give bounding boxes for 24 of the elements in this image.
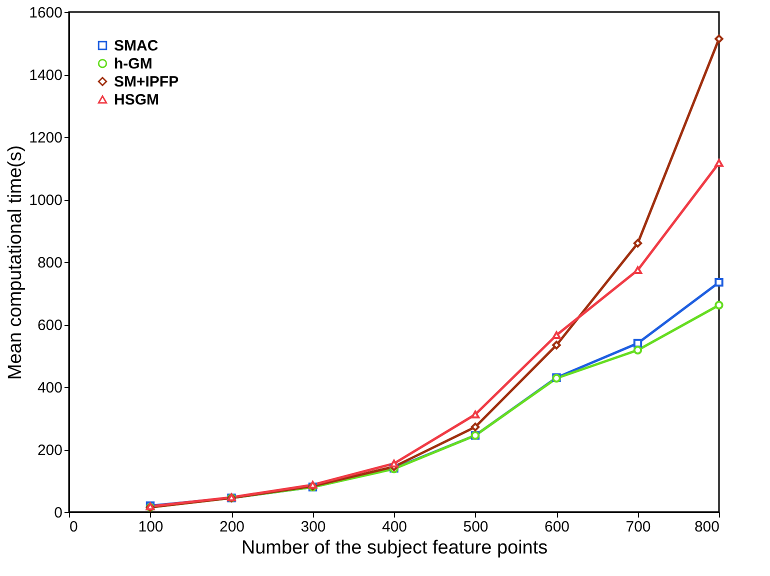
x-tick-label: 800 <box>694 518 720 536</box>
x-tick-label: 600 <box>544 518 570 536</box>
x-tick-label: 200 <box>219 518 245 536</box>
x-tick-label: 0 <box>70 518 78 536</box>
y-tick-label: 1400 <box>29 67 62 84</box>
legend-label: SMAC <box>114 38 158 54</box>
y-tick-label: 800 <box>37 254 62 272</box>
y-axis-title: Mean computational time(s) <box>5 145 26 380</box>
legend-label: HSGM <box>114 92 159 108</box>
x-tick-label: 100 <box>138 518 164 536</box>
x-tick-label: 700 <box>626 518 651 536</box>
y-tick-label: 600 <box>37 317 62 334</box>
legend-label: h-GM <box>114 56 152 72</box>
x-tick-label: 400 <box>382 518 408 536</box>
legend-label: SM+IPFP <box>114 74 179 90</box>
y-tick-label: 0 <box>54 504 62 522</box>
x-tick-label: 500 <box>463 518 488 536</box>
y-tick-label: 200 <box>37 442 62 459</box>
x-tick-label: 300 <box>300 518 326 536</box>
y-tick-label: 1000 <box>29 192 62 209</box>
y-tick-label: 1200 <box>29 130 62 146</box>
y-tick-label: 400 <box>37 380 62 396</box>
x-axis-title: Number of the subject feature points <box>241 538 548 558</box>
y-tick-label: 1600 <box>29 4 62 22</box>
